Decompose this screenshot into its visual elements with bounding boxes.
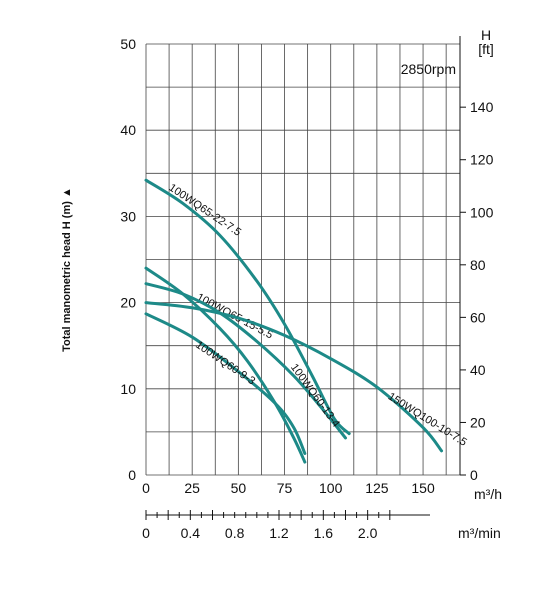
- x-bottom-tick-label: 1.6: [314, 525, 334, 541]
- y-right-tick-label: 140: [470, 99, 494, 115]
- y-right-tick-label: 100: [470, 204, 494, 220]
- x-tick-label: 125: [365, 480, 389, 496]
- curve-label: 100WQ65-22-7.5: [166, 182, 243, 239]
- x-bottom-tick-label: 0.8: [225, 525, 245, 541]
- x-bottom-axis-label: m³/min: [458, 525, 501, 541]
- x-tick-label: 50: [231, 480, 247, 496]
- x-bottom-tick-label: 0.4: [181, 525, 201, 541]
- x-tick-label: 0: [142, 480, 150, 496]
- curve-150wq100-10-7.5: [144, 301, 444, 453]
- curve-label: 100WQ60-13-4: [288, 362, 342, 430]
- y-right-tick-label: 0: [470, 467, 478, 483]
- y-right-axis-label: H: [481, 27, 491, 43]
- x-tick-label: 100: [319, 480, 343, 496]
- y-right-tick-label: 120: [470, 152, 494, 168]
- y-right-axis-unit: [ft]: [478, 41, 494, 57]
- y-tick-label: 30: [120, 208, 136, 224]
- curve-100wq65-22-7.5: [144, 178, 351, 436]
- x-axis-label: m³/h: [474, 486, 502, 502]
- speed-annotation: 2850rpm: [401, 61, 456, 77]
- curve-label: 150WQ100-10-7.5: [386, 391, 469, 449]
- y-tick-label: 0: [128, 467, 136, 483]
- x-tick-label: 75: [277, 480, 293, 496]
- y-right-tick-label: 20: [470, 414, 486, 430]
- y-tick-label: 40: [120, 122, 136, 138]
- y-right-tick-label: 60: [470, 309, 486, 325]
- y-tick-label: 50: [120, 36, 136, 52]
- curve-100wq60-13-4: [144, 282, 347, 440]
- y-tick-label: 20: [120, 295, 136, 311]
- y-tick-label: 10: [120, 381, 136, 397]
- y-axis-label: Total manometric head H (m) ▲: [61, 187, 73, 352]
- x-tick-label: 25: [184, 480, 200, 496]
- y-right-tick-label: 40: [470, 362, 486, 378]
- x-bottom-tick-label: 1.2: [269, 525, 289, 541]
- curve-100wq60-9-3: [144, 312, 307, 455]
- x-tick-label: 150: [411, 480, 435, 496]
- x-bottom-tick-label: 0: [142, 525, 150, 541]
- x-bottom-tick-label: 2.0: [358, 525, 378, 541]
- y-right-tick-label: 80: [470, 257, 486, 273]
